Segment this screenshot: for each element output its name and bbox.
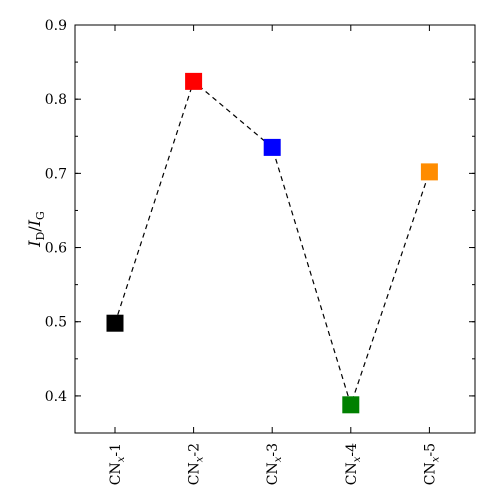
x-tick-label-suffix: -5: [422, 443, 438, 457]
data-point: [420, 163, 438, 181]
data-point: [185, 72, 203, 90]
x-tick-label: CNx-4: [344, 443, 363, 485]
y-label-sub-2: G: [34, 211, 47, 220]
y-tick-label: 0.7: [45, 166, 67, 182]
y-axis: 0.4 0.5 0.6 0.7 0.8 0.9: [45, 18, 475, 434]
x-tick-label-main: CN: [422, 462, 438, 485]
data-point: [106, 314, 124, 332]
x-tick-label-sub: x: [195, 456, 206, 462]
x-tick-label: CNx-1: [108, 443, 127, 485]
x-tick-label-sub: x: [352, 456, 363, 462]
data-point: [342, 396, 360, 414]
x-tick-label-sub: x: [116, 456, 127, 462]
y-tick-label: 0.9: [45, 18, 67, 34]
y-tick-label: 0.6: [45, 241, 67, 257]
x-tick-label-main: CN: [108, 462, 124, 485]
x-tick-label-sub: x: [273, 456, 284, 462]
x-tick-label-main: CN: [265, 462, 281, 485]
y-label-sep: /: [25, 226, 44, 232]
data-point: [263, 138, 281, 156]
x-tick-label: CNx-2: [187, 443, 206, 485]
x-tick-label: CNx-3: [265, 443, 284, 485]
x-tick-label-suffix: -1: [108, 443, 124, 457]
x-tick-label-main: CN: [344, 462, 360, 485]
y-label-main-2: I: [25, 219, 44, 227]
y-axis-label: ID/IG: [25, 211, 47, 248]
series-line: [114, 80, 430, 407]
y-tick-label: 0.4: [45, 389, 67, 405]
plot-frame: [74, 24, 476, 434]
y-label-main-1: I: [25, 240, 44, 248]
x-tick-label-suffix: -4: [344, 443, 360, 457]
x-tick-label-main: CN: [187, 462, 203, 485]
y-tick-label: 0.5: [45, 315, 67, 331]
x-tick-label: CNx-5: [422, 443, 441, 485]
x-tick-label-suffix: -2: [187, 443, 203, 457]
y-label-sub-1: D: [34, 232, 47, 241]
x-tick-label-suffix: -3: [265, 443, 281, 457]
x-tick-label-sub: x: [430, 456, 441, 462]
series: [106, 72, 438, 414]
y-tick-label: 0.8: [45, 92, 67, 108]
